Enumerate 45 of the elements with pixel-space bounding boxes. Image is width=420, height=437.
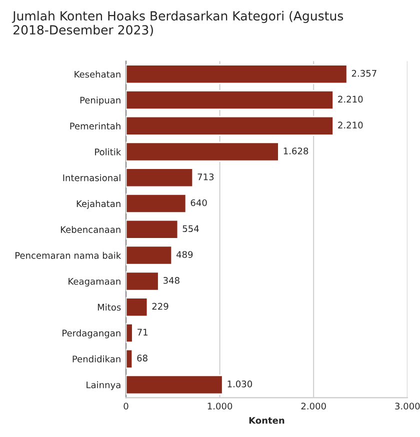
- data-label: 1.628: [284, 148, 308, 154]
- data-label: 640: [190, 199, 207, 206]
- y-tick-label: Kesehatan: [74, 70, 120, 78]
- data-label: 229: [152, 302, 168, 310]
- data-label: 554: [182, 225, 199, 232]
- y-tick-label: Politik: [95, 148, 122, 156]
- data-label: 2.210: [338, 122, 363, 129]
- data-label: 71: [138, 328, 148, 336]
- y-tick-label: Internasional: [63, 174, 120, 182]
- bar: [126, 271, 160, 292]
- bar: [126, 142, 280, 162]
- bar: [126, 116, 334, 136]
- y-tick-label: Kebencanaan: [60, 226, 120, 233]
- chart-title: Jumlah Konten Hoaks Berdasarkan Kategori (Agustus 2018-Desember 2023): [12, 10, 344, 36]
- bar: [126, 194, 187, 214]
- bar: [126, 64, 348, 84]
- bar: [126, 374, 224, 395]
- bar: [126, 297, 148, 318]
- bar: [126, 168, 194, 188]
- x-tick-label: 0: [124, 402, 128, 410]
- y-tick-label: Perdagangan: [62, 330, 120, 338]
- data-label: 2.357: [352, 70, 376, 77]
- bar: [126, 245, 173, 266]
- x-tick-label: 1.000: [208, 402, 232, 410]
- y-tick-label: Pencemaran nama baik: [16, 252, 122, 259]
- x-tick-label: 3.000: [395, 402, 420, 410]
- y-tick-label: Lainnya: [86, 381, 120, 390]
- bar: [126, 219, 179, 240]
- y-tick-label: Keagamaan: [68, 278, 120, 286]
- x-axis-title: Konten: [249, 417, 284, 424]
- y-tick-label: Kejahatan: [76, 200, 120, 209]
- bar: [126, 322, 134, 343]
- data-label: 1.030: [228, 380, 252, 388]
- bar: [126, 90, 334, 110]
- data-label: 489: [176, 251, 193, 258]
- data-label: 713: [198, 173, 214, 180]
- y-tick-label: Pemerintah: [70, 122, 120, 130]
- y-tick-label: Penipuan: [80, 96, 120, 106]
- data-label: 2.210: [338, 96, 363, 103]
- y-tick-label: Mitos: [98, 304, 121, 311]
- bar: [126, 348, 134, 369]
- y-tick-label: Pendidikan: [72, 355, 120, 362]
- x-tick-label: 2.000: [301, 402, 326, 410]
- data-label: 68: [137, 354, 148, 362]
- data-label: 348: [163, 276, 180, 284]
